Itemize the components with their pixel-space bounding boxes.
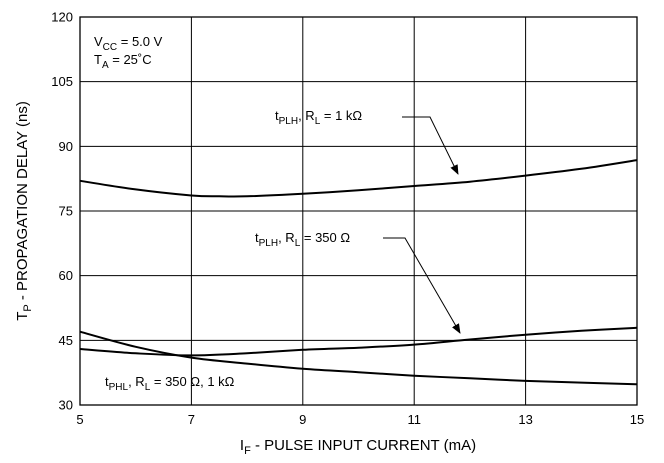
y-axis-title: TP - PROPAGATION DELAY (ns) — [14, 101, 34, 321]
series-label-tplh-350: tPLH, RL = 350 Ω — [255, 230, 350, 249]
y-tick-label: 75 — [59, 204, 73, 219]
leader-arrow-tplh-350 — [383, 237, 461, 334]
leader-arrow-tplh-1k — [402, 116, 459, 175]
y-tick-label: 30 — [59, 398, 73, 413]
x-tick-label: 9 — [299, 412, 306, 427]
series-label-tphl: tPHL, RL = 350 Ω, 1 kΩ — [105, 374, 235, 393]
y-tick-label: 45 — [59, 333, 73, 348]
series-lines — [79, 159, 638, 386]
grid-lines — [80, 17, 637, 405]
y-tick-label: 90 — [59, 139, 73, 154]
y-tick-label: 105 — [51, 74, 73, 89]
series-line-tplh-350 — [79, 326, 638, 357]
x-tick-label: 13 — [518, 412, 532, 427]
condition-ta: TA = 25˚C — [94, 52, 152, 71]
y-tick-label: 60 — [59, 268, 73, 283]
x-tick-label: 15 — [630, 412, 644, 427]
x-tick-labels: 5 7 9 11 13 15 — [76, 412, 644, 427]
series-line-tphl — [79, 330, 638, 386]
series-label-tplh-1k: tPLH, RL = 1 kΩ — [275, 108, 362, 127]
series-line-tplh-1k — [79, 159, 638, 198]
plot-frame — [79, 16, 638, 406]
condition-vcc: VCC = 5.0 V — [94, 34, 163, 53]
x-tick-label: 11 — [407, 412, 421, 427]
x-tick-label: 5 — [76, 412, 83, 427]
x-axis-title: IF - PULSE INPUT CURRENT (mA) — [240, 437, 476, 457]
x-tick-label: 7 — [188, 412, 195, 427]
y-tick-labels: 30 45 60 75 90 105 120 — [51, 10, 73, 413]
y-tick-label: 120 — [51, 10, 73, 25]
